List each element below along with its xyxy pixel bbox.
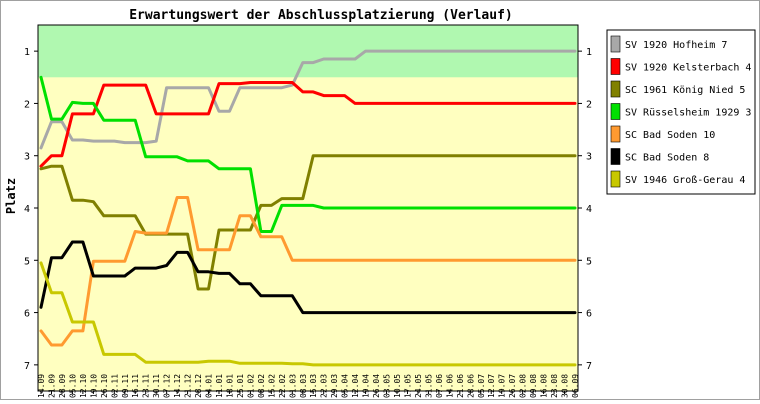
x-tick-label: 07.06 xyxy=(435,374,444,398)
series-line-5 xyxy=(39,196,577,347)
legend-entry-3: SC 1961 König Nied 5 xyxy=(625,85,745,96)
x-tick-label: 23.08 xyxy=(550,374,559,398)
y-tick-label-left: 7 xyxy=(24,361,30,372)
y-tick-label-left: 1 xyxy=(24,47,30,58)
y-axis-label: Platz xyxy=(4,178,18,214)
x-tick-label: 25.01 xyxy=(236,374,245,398)
x-tick-label: 21.06 xyxy=(456,374,465,398)
x-tick-label: 14.12 xyxy=(173,374,182,398)
legend-swatch-1 xyxy=(610,35,621,53)
y-tick-label-right: 7 xyxy=(586,361,592,372)
y-tick-label-right: 6 xyxy=(586,309,592,320)
x-tick-label: 30.08 xyxy=(561,374,570,398)
x-tick-label: 11.01 xyxy=(215,374,224,398)
x-tick-label: 19.07 xyxy=(498,374,507,398)
series-line-4 xyxy=(39,75,577,233)
y-tick-label-right: 4 xyxy=(586,204,592,215)
legend-entry-5: SC Bad Soden 10 xyxy=(625,130,715,141)
legend-box xyxy=(606,29,756,195)
x-tick-label: 07.12 xyxy=(163,374,172,398)
x-tick-label: 17.05 xyxy=(403,374,412,398)
legend-entry-4: SV Rüsselsheim 1929 3 xyxy=(625,108,751,119)
legend-swatch-7 xyxy=(610,170,621,188)
x-tick-label: 10.05 xyxy=(393,374,402,398)
y-tick-label-right: 2 xyxy=(586,99,592,110)
legend-swatch-2 xyxy=(610,58,621,75)
y-tick-label-right: 3 xyxy=(586,152,592,163)
plot-area: 1 12 23 34 45 56 67 714.09 21.09 28.09 05.10 12.10 1… xyxy=(24,24,592,398)
legend-swatch-5 xyxy=(610,125,621,143)
x-tick-label: 28.06 xyxy=(466,374,475,398)
legend-swatch-3 xyxy=(610,80,621,98)
x-tick-label: 28.12 xyxy=(194,374,203,398)
chart-title: Erwartungswert der Abschlussplatzierung … xyxy=(129,8,513,23)
x-tick-label: 05.10 xyxy=(68,374,77,398)
x-tick-label: 08.03 xyxy=(299,374,308,398)
y-tick-label-left: 5 xyxy=(24,256,30,267)
x-tick-label: 05.04 xyxy=(341,374,350,398)
x-tick-label: 15.03 xyxy=(309,374,318,398)
y-tick-label-left: 3 xyxy=(24,152,30,163)
y-tick-label-right: 5 xyxy=(586,256,592,267)
x-tick-label: 21.12 xyxy=(184,374,193,398)
legend-swatch-6 xyxy=(610,148,621,165)
x-tick-label: 15.02 xyxy=(267,374,276,398)
legend-entry-6: SC Bad Soden 8 xyxy=(625,153,709,164)
x-tick-label: 01.03 xyxy=(288,374,297,398)
x-tick-label: 21.09 xyxy=(47,374,56,398)
x-tick-label: 30.11 xyxy=(152,374,161,398)
x-tick-label: 02.11 xyxy=(110,374,119,398)
x-tick-label: 02.08 xyxy=(519,374,528,398)
x-tick-label: 19.10 xyxy=(89,374,98,398)
x-tick-label: 03.05 xyxy=(383,374,392,398)
x-tick-label: 12.04 xyxy=(351,374,360,398)
x-tick-label: 24.05 xyxy=(414,374,423,398)
x-tick-label: 14.09 xyxy=(37,374,46,398)
x-tick-label: 01.02 xyxy=(246,374,255,398)
x-tick-label: 12.10 xyxy=(79,374,88,398)
legend: SV 1920 Hofheim 7 SV 1920 Kelsterbach 4 SC… xyxy=(606,29,756,195)
x-tick-label: 16.11 xyxy=(131,374,140,398)
y-tick-label-left: 4 xyxy=(24,204,30,215)
x-tick-label: 26.07 xyxy=(508,374,517,398)
x-tick-label: 09.11 xyxy=(121,374,130,398)
legend-entry-7: SV 1946 Groß-Gerau 4 xyxy=(625,175,745,186)
legend-entry-1: SV 1920 Hofheim 7 xyxy=(625,40,727,51)
x-tick-label: 26.10 xyxy=(100,374,109,398)
series-line-6 xyxy=(39,240,577,315)
x-tick-label: 28.09 xyxy=(58,374,67,398)
x-tick-label: 23.11 xyxy=(142,374,151,398)
x-tick-label: 06.09 xyxy=(571,374,580,398)
series-line-3 xyxy=(39,154,577,291)
series-line-1 xyxy=(39,49,577,150)
x-tick-label: 19.04 xyxy=(362,374,371,398)
x-tick-label: 22.02 xyxy=(278,374,287,398)
series-line-2 xyxy=(39,81,577,168)
x-tick-label: 29.03 xyxy=(330,374,339,398)
legend-swatch-4 xyxy=(610,103,621,120)
x-tick-label: 12.07 xyxy=(487,374,496,398)
x-tick-label: 08.02 xyxy=(257,374,266,398)
x-tick-label: 09.08 xyxy=(529,374,538,398)
x-tick-label: 04.01 xyxy=(205,374,214,398)
x-tick-label: 18.01 xyxy=(225,374,234,398)
x-tick-label: 16.08 xyxy=(540,374,549,398)
x-tick-label: 31.05 xyxy=(424,374,433,398)
y-tick-label-right: 1 xyxy=(586,47,592,58)
x-tick-label: 05.07 xyxy=(477,374,486,398)
series-line-7 xyxy=(39,261,577,367)
x-tick-label: 14.06 xyxy=(445,374,454,398)
y-tick-label-left: 2 xyxy=(24,99,30,110)
legend-entry-2: SV 1920 Kelsterbach 4 xyxy=(625,63,751,74)
x-tick-label: 26.04 xyxy=(372,374,381,398)
x-tick-label: 22.03 xyxy=(320,374,329,398)
y-tick-label-left: 6 xyxy=(24,309,30,320)
